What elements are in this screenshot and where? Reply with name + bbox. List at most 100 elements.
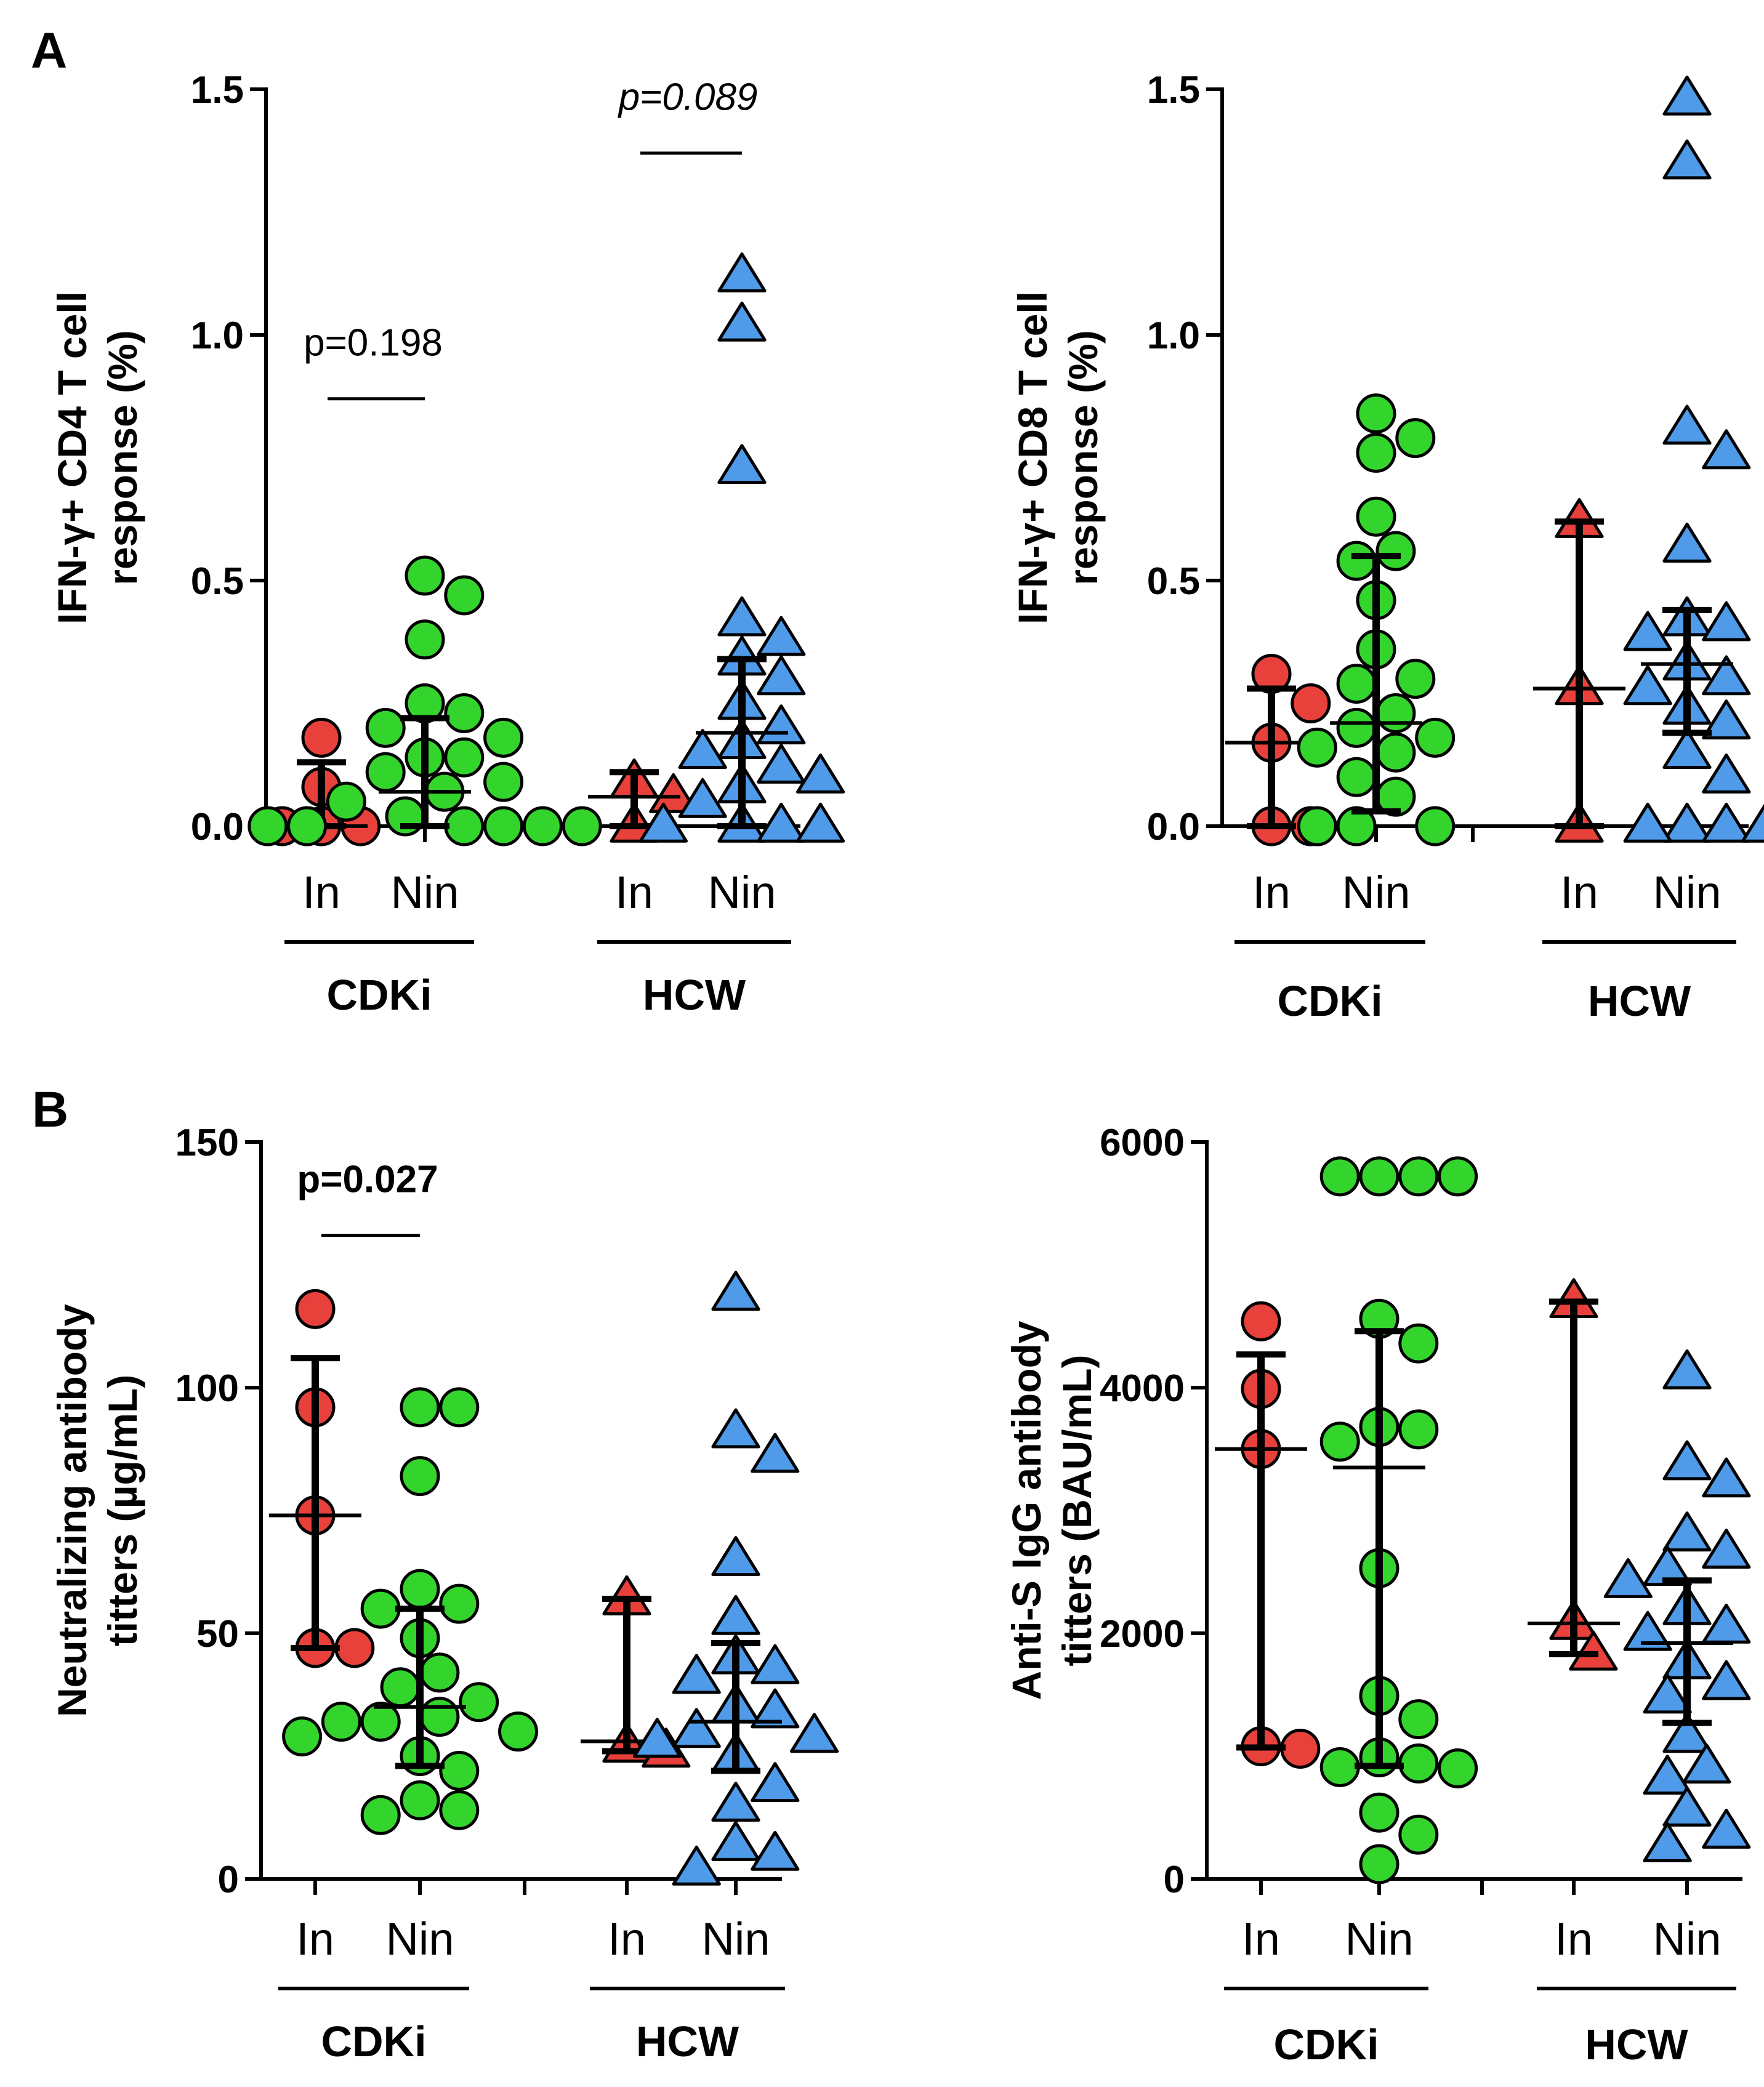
data-point <box>711 1820 760 1861</box>
data-point <box>1569 1630 1618 1671</box>
data-point <box>405 555 445 596</box>
data-point <box>295 1289 336 1329</box>
data-point <box>522 806 563 846</box>
data-point <box>717 301 767 342</box>
data-point <box>444 693 485 733</box>
data-point <box>711 1594 760 1635</box>
y-axis-label-line: IFN-γ+ CD4 T cell <box>49 291 95 624</box>
group-label: CDKi <box>1277 977 1382 1025</box>
data-point <box>400 1387 440 1428</box>
category-label: Nin <box>1345 1913 1413 1964</box>
data-point <box>711 1408 760 1449</box>
data-point <box>400 1780 440 1820</box>
data-point <box>717 444 767 485</box>
data-point <box>1702 655 1751 696</box>
series-cdki-nin <box>1297 393 1456 846</box>
data-point <box>757 802 806 843</box>
category-label: Nin <box>385 1913 454 1964</box>
data-point <box>795 802 845 843</box>
data-point <box>1438 1748 1478 1788</box>
y-axis-label-line: response (%) <box>100 330 145 585</box>
category-label: Nin <box>1653 867 1721 918</box>
data-point <box>672 1708 721 1748</box>
data-point <box>1356 433 1396 473</box>
data-point <box>1702 601 1751 641</box>
data-point <box>1359 1792 1400 1833</box>
y-tick-label: 0 <box>218 1859 239 1901</box>
y-tick-label: 4000 <box>1100 1367 1185 1410</box>
data-point <box>795 753 845 794</box>
series-cdki-in <box>269 1289 375 1668</box>
data-point <box>1336 757 1377 797</box>
data-point <box>1319 1156 1360 1197</box>
data-point <box>1398 1156 1439 1197</box>
y-axis-label-line: titters (µg/mL) <box>100 1375 145 1646</box>
data-point <box>1682 1743 1731 1784</box>
category-label: In <box>1252 867 1291 918</box>
data-point <box>334 1628 375 1668</box>
data-point <box>751 1762 800 1803</box>
data-point <box>1398 1323 1439 1364</box>
series-hcw-in <box>581 1575 691 1768</box>
data-point <box>711 1271 760 1311</box>
data-point <box>1336 806 1377 846</box>
data-point <box>1603 1558 1653 1598</box>
data-point <box>751 1433 800 1473</box>
category-label: In <box>302 867 340 918</box>
data-point <box>360 1795 401 1835</box>
y-axis-label-line: titters (BAU/mL) <box>1054 1355 1100 1667</box>
data-point <box>321 1702 361 1742</box>
y-tick-label: 1.5 <box>1147 69 1200 111</box>
data-point <box>1359 1156 1400 1197</box>
data-point <box>1702 802 1751 843</box>
data-point <box>483 806 524 846</box>
data-point <box>1623 1610 1672 1651</box>
data-point <box>360 1588 401 1629</box>
data-point <box>1375 732 1416 773</box>
data-point <box>1623 802 1672 843</box>
data-point <box>282 1716 323 1757</box>
category-label: Nin <box>390 867 459 918</box>
chart-panel-1: A 0.0 0.5 1.0 1.5 In Nin In Nin CDKi HCW IFN-γ+ CD4… <box>31 23 845 1019</box>
data-point <box>632 1718 682 1758</box>
data-point <box>1702 1529 1751 1569</box>
data-point <box>1375 531 1416 571</box>
data-point <box>248 806 288 846</box>
data-point <box>1662 139 1712 180</box>
data-point <box>301 717 342 758</box>
data-point <box>1336 541 1377 581</box>
data-point <box>717 252 767 292</box>
data-point <box>1359 1844 1400 1884</box>
data-point <box>419 1652 460 1693</box>
data-point <box>562 806 602 846</box>
series-cdki-nin <box>1319 1156 1478 1884</box>
data-point <box>757 655 806 696</box>
data-point <box>405 619 445 660</box>
data-point <box>1662 1440 1712 1481</box>
data-point <box>751 1688 800 1729</box>
data-point <box>757 704 806 745</box>
data-point <box>649 773 698 813</box>
data-point <box>678 778 727 818</box>
data-point <box>483 762 524 802</box>
data-point <box>287 806 328 846</box>
data-point <box>751 1644 800 1684</box>
data-point <box>757 744 806 784</box>
group-label: HCW <box>1585 2021 1688 2069</box>
data-point <box>459 1682 499 1723</box>
p-value-label: p=0.198 <box>304 322 443 364</box>
data-point <box>1356 393 1396 434</box>
y-tick-label: 2000 <box>1100 1613 1185 1655</box>
series-cdki-nin <box>248 555 602 846</box>
data-point <box>439 1583 480 1624</box>
y-axis-label: Anti-S IgG antibody titters (BAU/mL) <box>1004 1321 1100 1700</box>
data-point <box>1375 693 1416 733</box>
data-point <box>483 717 524 758</box>
data-point <box>1438 1156 1478 1197</box>
series-hcw-in <box>1533 498 1625 843</box>
y-tick-label: 1.0 <box>191 315 244 357</box>
data-point <box>360 1702 401 1742</box>
y-tick-label: 150 <box>175 1122 239 1164</box>
data-point <box>1336 664 1377 704</box>
data-point <box>1702 699 1751 740</box>
